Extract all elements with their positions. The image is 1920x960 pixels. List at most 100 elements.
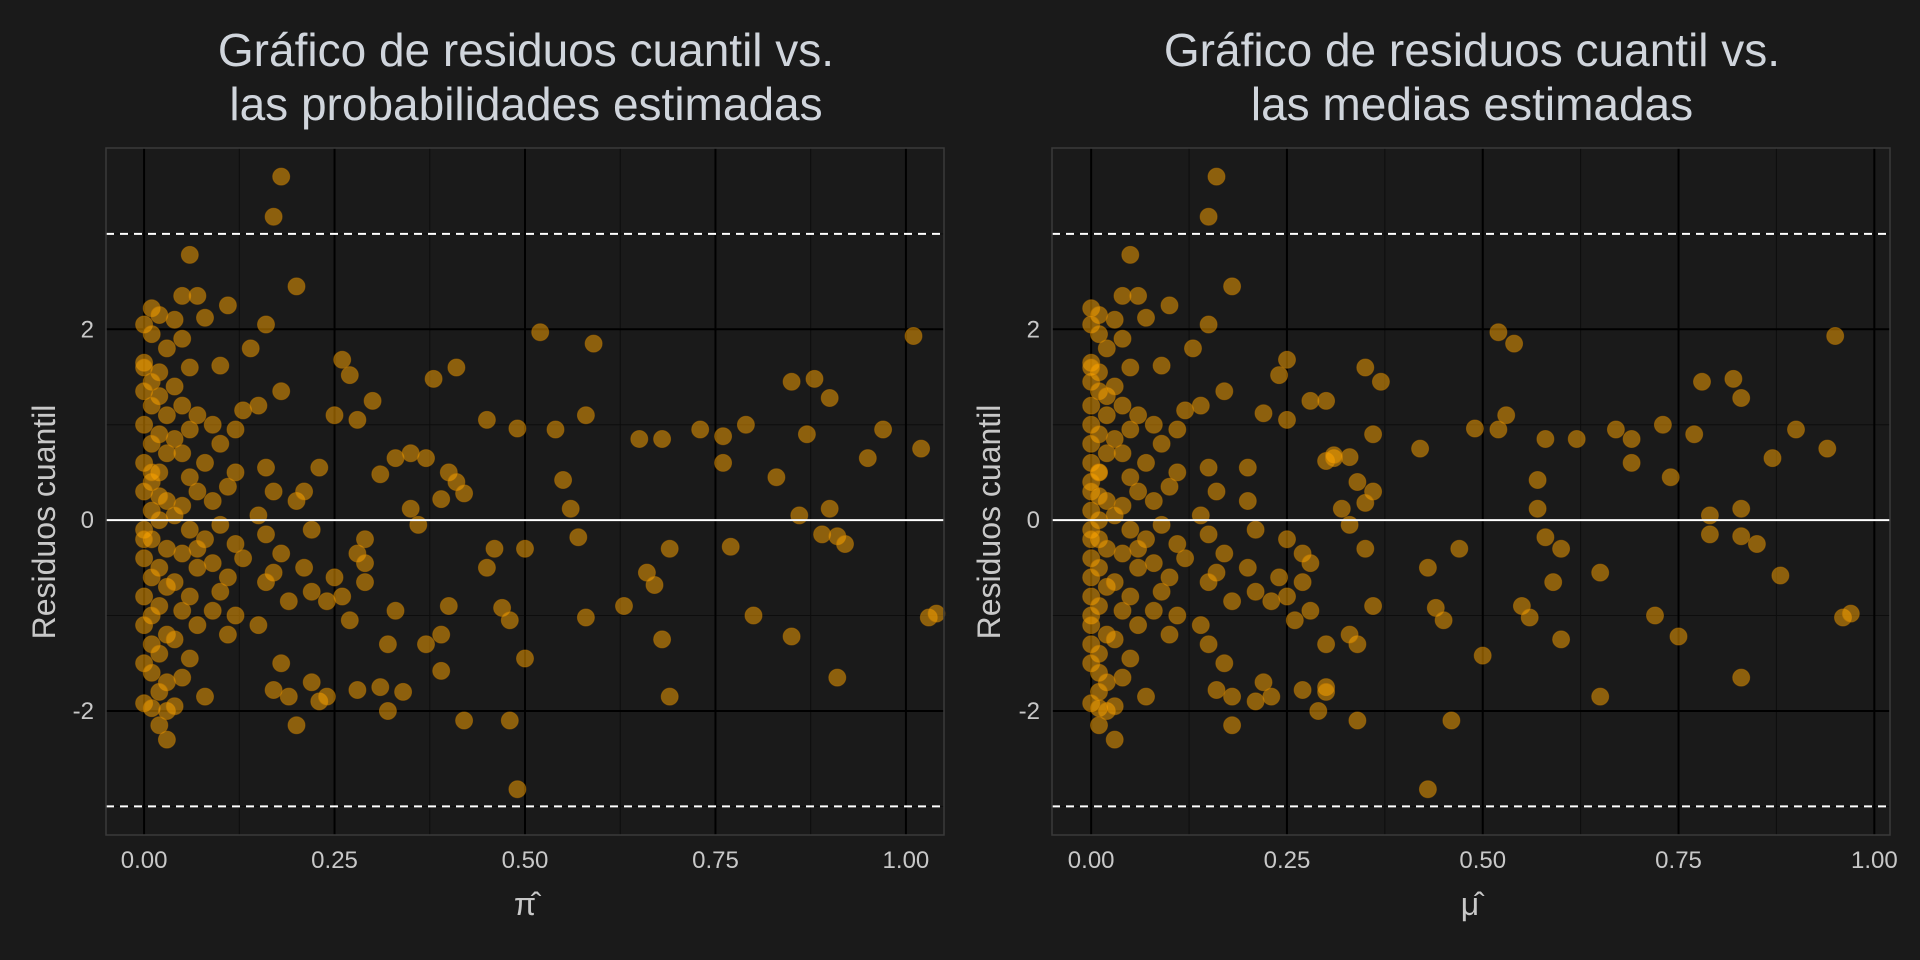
data-point: [196, 308, 214, 327]
data-point: [1215, 544, 1234, 563]
data-point: [1653, 415, 1672, 434]
data-point: [363, 391, 382, 410]
data-point: [279, 592, 298, 611]
data-point: [455, 711, 474, 730]
data-point: [1199, 525, 1218, 544]
data-point: [1622, 453, 1641, 472]
data-point: [1129, 558, 1148, 577]
data-point: [1411, 439, 1430, 458]
data-point: [1207, 167, 1226, 186]
data-point: [1238, 558, 1257, 577]
data-point: [371, 678, 390, 697]
data-point: [782, 627, 801, 646]
data-point: [1160, 296, 1179, 315]
data-point: [135, 616, 154, 635]
data-point: [691, 420, 710, 439]
data-point: [1215, 382, 1234, 401]
data-point: [1497, 406, 1516, 425]
data-point: [1771, 566, 1790, 585]
data-point: [234, 549, 253, 568]
data-point: [1489, 323, 1508, 342]
data-point: [1473, 646, 1492, 665]
x-axis-label: μ̂: [1461, 886, 1485, 922]
data-point: [1285, 611, 1304, 630]
data-point: [576, 608, 595, 627]
data-point: [180, 649, 199, 668]
data-point: [1434, 611, 1453, 630]
data-point: [615, 597, 633, 615]
x-tick-label: 0.00: [121, 847, 168, 874]
data-point: [1418, 780, 1437, 799]
data-point: [1207, 681, 1226, 699]
data-point: [226, 420, 245, 439]
data-point: [211, 582, 230, 601]
data-point: [1732, 527, 1751, 546]
data-point: [173, 544, 192, 563]
data-point: [1669, 627, 1688, 646]
data-point: [142, 434, 161, 453]
data-point: [371, 465, 390, 484]
data-point: [1199, 458, 1218, 477]
data-point: [257, 525, 275, 544]
data-point: [485, 539, 504, 558]
data-point: [561, 499, 580, 518]
data-point: [1520, 608, 1539, 627]
data-point: [1121, 587, 1140, 606]
data-point: [340, 366, 359, 385]
data-point: [1215, 654, 1234, 673]
data-point: [165, 573, 184, 592]
chart-title-line-2: las probabilidades estimadas: [229, 78, 822, 130]
data-point: [1371, 372, 1390, 391]
data-point: [439, 597, 458, 615]
data-point: [1301, 391, 1320, 410]
data-point: [1199, 207, 1218, 226]
y-tick-label: 2: [81, 316, 94, 343]
data-point: [203, 492, 222, 510]
data-point: [173, 396, 192, 415]
data-point: [1246, 692, 1265, 711]
data-point: [287, 277, 306, 296]
data-point: [211, 515, 230, 534]
data-point: [1591, 563, 1610, 582]
data-point: [180, 420, 199, 439]
data-point: [653, 430, 672, 448]
data-point: [165, 697, 184, 716]
data-point: [142, 568, 161, 587]
data-point: [1152, 582, 1171, 601]
data-point: [142, 325, 161, 344]
plot-area: 0.00 0.25 0.50 0.75 1.00 -2 0 2: [1019, 147, 1898, 874]
data-point: [1567, 430, 1586, 448]
y-axis-label: Residuos cuantil: [26, 405, 62, 640]
data-point: [1646, 606, 1664, 625]
data-point: [1622, 430, 1641, 448]
data-point: [142, 699, 161, 718]
data-point: [660, 539, 679, 558]
data-point: [150, 644, 169, 663]
data-point: [218, 625, 237, 644]
data-point: [516, 539, 534, 558]
data-point: [1700, 506, 1719, 525]
y-tick-label: 0: [1027, 507, 1040, 534]
data-point: [188, 286, 207, 305]
panel-border: [105, 147, 945, 836]
data-point: [135, 358, 154, 377]
x-tick-label: 1.00: [1851, 847, 1898, 874]
data-point: [1160, 625, 1179, 644]
data-point: [1364, 425, 1383, 444]
data-point: [1693, 372, 1711, 391]
data-point: [1191, 506, 1210, 525]
data-point: [142, 463, 161, 482]
data-point: [1364, 597, 1383, 615]
data-point: [1223, 716, 1242, 735]
x-tick-label: 0.25: [311, 847, 358, 874]
data-point: [660, 687, 679, 706]
data-point: [1317, 682, 1336, 701]
data-point: [1270, 366, 1289, 385]
data-point: [165, 506, 184, 525]
y-tick-label: -2: [73, 698, 94, 725]
data-point: [1129, 482, 1148, 501]
data-point: [234, 401, 253, 420]
data-point: [1129, 539, 1148, 558]
data-point: [874, 420, 893, 439]
data-point: [828, 668, 847, 687]
